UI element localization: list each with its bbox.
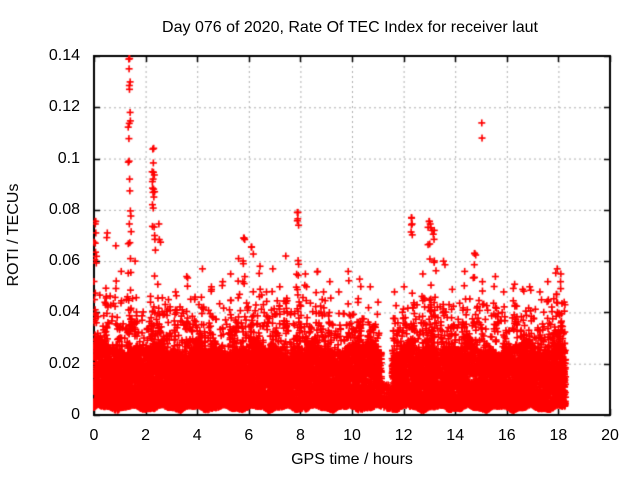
x-tick-label: 18 — [549, 427, 568, 444]
y-tick-label: 0.1 — [57, 149, 80, 167]
y-tick-label: 0.14 — [48, 47, 80, 64]
x-tick-label: 6 — [244, 427, 254, 444]
x-tick-label: 0 — [89, 427, 99, 444]
x-tick-label: 14 — [446, 427, 465, 444]
x-tick-label: 2 — [141, 427, 151, 444]
y-axis-label: ROTI / TECUs — [5, 183, 22, 287]
x-tick-label: 4 — [192, 427, 202, 444]
y-tick-label: 0.06 — [48, 252, 80, 270]
x-tick-label: 10 — [343, 427, 361, 444]
x-axis-label: GPS time / hours — [291, 451, 413, 468]
x-tick-label: 12 — [394, 427, 413, 444]
x-tick-label: 16 — [497, 427, 516, 444]
chart-title: Day 076 of 2020, Rate Of TEC Index for r… — [162, 19, 538, 36]
y-tick-label: 0.12 — [48, 98, 80, 116]
y-tick-label: 0.08 — [48, 200, 80, 218]
y-tick-label: 0.04 — [48, 303, 80, 321]
x-tick-label: 8 — [295, 427, 305, 444]
y-tick-label: 0.02 — [48, 354, 80, 372]
y-tick-label: 0 — [71, 406, 80, 423]
x-tick-label: 20 — [601, 427, 619, 444]
